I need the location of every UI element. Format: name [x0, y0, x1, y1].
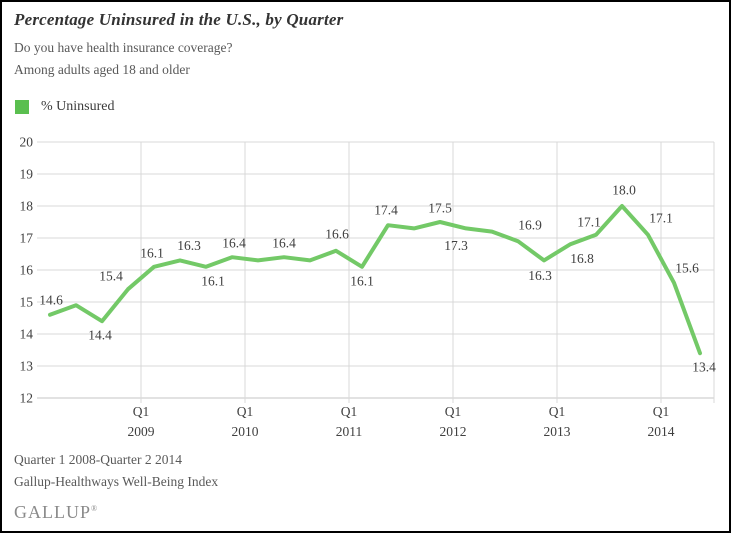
- data-point-label: 13.4: [692, 360, 716, 375]
- x-axis-tick-label-quarter: Q1: [341, 404, 358, 419]
- survey-population: Among adults aged 18 and older: [14, 62, 190, 77]
- data-point-label: 17.3: [444, 238, 468, 253]
- uninsured-trend-line: [48, 204, 702, 356]
- survey-question: Do you have health insurance coverage?: [14, 40, 233, 55]
- x-axis-tick-label-quarter: Q1: [133, 404, 150, 419]
- y-axis-tick-label: 15: [20, 295, 34, 310]
- x-axis-tick-label-quarter: Q1: [549, 404, 566, 419]
- data-point-label: 16.4: [272, 236, 296, 251]
- data-point-label: 17.1: [649, 210, 673, 225]
- data-point-label: 17.4: [374, 203, 398, 218]
- page-title: Percentage Uninsured in the U.S., by Qua…: [14, 10, 344, 29]
- x-axis-tick-label-year: 2013: [544, 424, 571, 439]
- gallup-logo: GALLUP®: [14, 502, 97, 523]
- data-point-label: 16.3: [177, 238, 201, 253]
- x-axis-tick-label-year: 2014: [648, 424, 675, 439]
- data-point-label: 16.1: [201, 273, 225, 288]
- y-axis-tick-label: 14: [20, 327, 34, 342]
- x-axis-tick-label-year: 2011: [336, 424, 363, 439]
- data-point-label: 16.6: [325, 226, 349, 241]
- data-point-label: 16.4: [222, 236, 246, 251]
- data-point-label: 17.1: [577, 214, 601, 229]
- data-point-label: 16.1: [140, 245, 164, 260]
- registered-mark-icon: ®: [91, 504, 98, 513]
- y-axis-tick-label: 13: [20, 359, 34, 374]
- y-axis-tick-label: 18: [20, 199, 34, 214]
- data-point-label: 16.3: [528, 268, 552, 283]
- data-point-label: 14.6: [39, 292, 63, 307]
- x-axis-tick-label-quarter: Q1: [445, 404, 462, 419]
- x-axis-tick-label-year: 2012: [440, 424, 467, 439]
- x-axis-tick-label-quarter: Q1: [653, 404, 670, 419]
- data-point-label: 17.5: [428, 201, 452, 216]
- data-point-label: 16.9: [518, 218, 542, 233]
- data-point-label: 14.4: [88, 328, 112, 343]
- data-point-label: 16.1: [350, 273, 374, 288]
- y-axis-tick-label: 19: [20, 167, 34, 182]
- gallup-logo-text: GALLUP: [14, 502, 91, 522]
- y-axis-tick-label: 12: [20, 391, 34, 406]
- y-axis-tick-label: 17: [20, 231, 34, 246]
- x-axis-tick-label-year: 2010: [232, 424, 259, 439]
- legend: % Uninsured: [15, 99, 115, 115]
- y-axis-tick-label: 20: [20, 135, 34, 150]
- data-point-label: 16.8: [570, 251, 594, 266]
- y-axis-tick-label: 16: [20, 263, 34, 278]
- legend-swatch-icon: [15, 100, 29, 114]
- legend-label: % Uninsured: [41, 99, 115, 114]
- data-point-label: 15.6: [675, 260, 699, 275]
- footnote-source: Gallup-Healthways Well-Being Index: [14, 474, 219, 489]
- x-axis-tick-label-quarter: Q1: [237, 404, 254, 419]
- data-point-label: 18.0: [612, 183, 636, 198]
- data-point-label: 15.4: [99, 269, 123, 284]
- footnote-date-range: Quarter 1 2008-Quarter 2 2014: [14, 452, 182, 467]
- x-axis-tick-label-year: 2009: [128, 424, 155, 439]
